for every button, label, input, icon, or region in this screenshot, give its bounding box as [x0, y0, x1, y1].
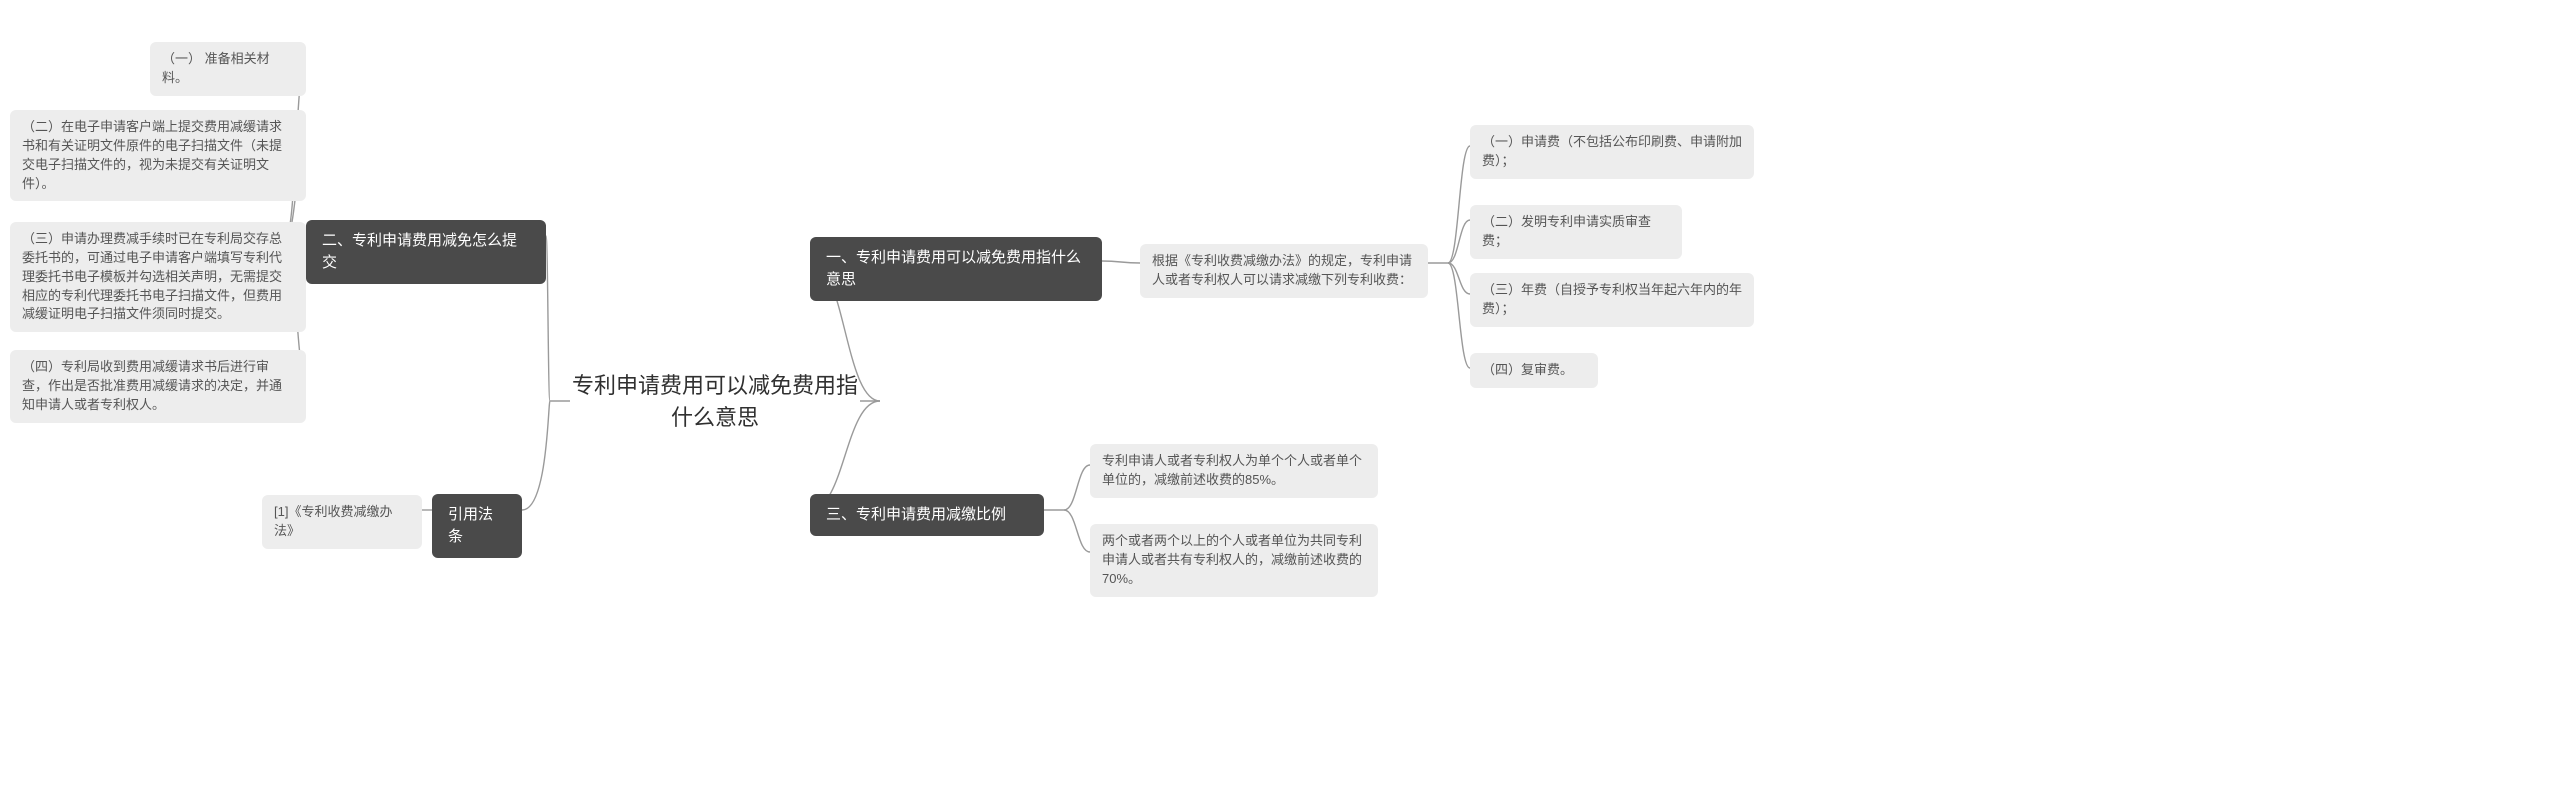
- branch-1-leaf-3: （三）年费（自授予专利权当年起六年内的年费）；: [1470, 273, 1754, 327]
- branch-2-leaf-4: （四）专利局收到费用减缓请求书后进行审查，作出是否批准费用减缓请求的决定，并通知…: [10, 350, 306, 423]
- branch-2: 二、专利申请费用减免怎么提交: [306, 220, 546, 284]
- branch-2-leaf-3: （三）申请办理费减手续时已在专利局交存总委托书的，可通过电子申请客户端填写专利代…: [10, 222, 306, 332]
- root-node: 专利申请费用可以减免费用指什么意思: [570, 370, 860, 434]
- branch-2-leaf-4-text: （四）专利局收到费用减缓请求书后进行审查，作出是否批准费用减缓请求的决定，并通知…: [22, 358, 294, 415]
- branch-2-leaf-2-text: （二）在电子申请客户端上提交费用减缓请求书和有关证明文件原件的电子扫描文件（未提…: [22, 118, 294, 193]
- branch-3-leaf-2-text: 两个或者两个以上的个人或者单位为共同专利申请人或者共有专利权人的，减缴前述收费的…: [1102, 532, 1366, 589]
- branch-3-leaf-2: 两个或者两个以上的个人或者单位为共同专利申请人或者共有专利权人的，减缴前述收费的…: [1090, 524, 1378, 597]
- branch-ref-label: 引用法条: [448, 504, 506, 548]
- branch-1-leaf-3-text: （三）年费（自授予专利权当年起六年内的年费）；: [1482, 281, 1742, 319]
- branch-1-leaf-1-text: （一）申请费（不包括公布印刷费、申请附加费）；: [1482, 133, 1742, 171]
- branch-1-leaf-2-text: （二）发明专利申请实质审查费；: [1482, 213, 1670, 251]
- branch-1-leaf-1: （一）申请费（不包括公布印刷费、申请附加费）；: [1470, 125, 1754, 179]
- branch-3-leaf-1: 专利申请人或者专利权人为单个个人或者单个单位的，减缴前述收费的85%。: [1090, 444, 1378, 498]
- root-text: 专利申请费用可以减免费用指什么意思: [570, 370, 860, 434]
- branch-1-label: 一、专利申请费用可以减免费用指什么意思: [826, 247, 1086, 291]
- branch-1: 一、专利申请费用可以减免费用指什么意思: [810, 237, 1102, 301]
- branch-2-leaf-3-text: （三）申请办理费减手续时已在专利局交存总委托书的，可通过电子申请客户端填写专利代…: [22, 230, 294, 324]
- branch-2-leaf-2: （二）在电子申请客户端上提交费用减缓请求书和有关证明文件原件的电子扫描文件（未提…: [10, 110, 306, 201]
- branch-1-leaf-2: （二）发明专利申请实质审查费；: [1470, 205, 1682, 259]
- branch-3-leaf-1-text: 专利申请人或者专利权人为单个个人或者单个单位的，减缴前述收费的85%。: [1102, 452, 1366, 490]
- branch-3-label: 三、专利申请费用减缴比例: [826, 504, 1006, 526]
- branch-3: 三、专利申请费用减缴比例: [810, 494, 1044, 536]
- branch-2-label: 二、专利申请费用减免怎么提交: [322, 230, 530, 274]
- branch-ref-leaf: [1]《专利收费减缴办法》: [262, 495, 422, 549]
- branch-1-leaf-4-text: （四）复审费。: [1482, 361, 1573, 380]
- branch-ref-leaf-text: [1]《专利收费减缴办法》: [274, 503, 410, 541]
- branch-1-leaf-4: （四）复审费。: [1470, 353, 1598, 388]
- branch-2-leaf-1: （一） 准备相关材料。: [150, 42, 306, 96]
- branch-1-intro: 根据《专利收费减缴办法》的规定，专利申请人或者专利权人可以请求减缴下列专利收费：: [1140, 244, 1428, 298]
- branch-ref: 引用法条: [432, 494, 522, 558]
- branch-1-intro-text: 根据《专利收费减缴办法》的规定，专利申请人或者专利权人可以请求减缴下列专利收费：: [1152, 252, 1416, 290]
- branch-2-leaf-1-text: （一） 准备相关材料。: [162, 50, 294, 88]
